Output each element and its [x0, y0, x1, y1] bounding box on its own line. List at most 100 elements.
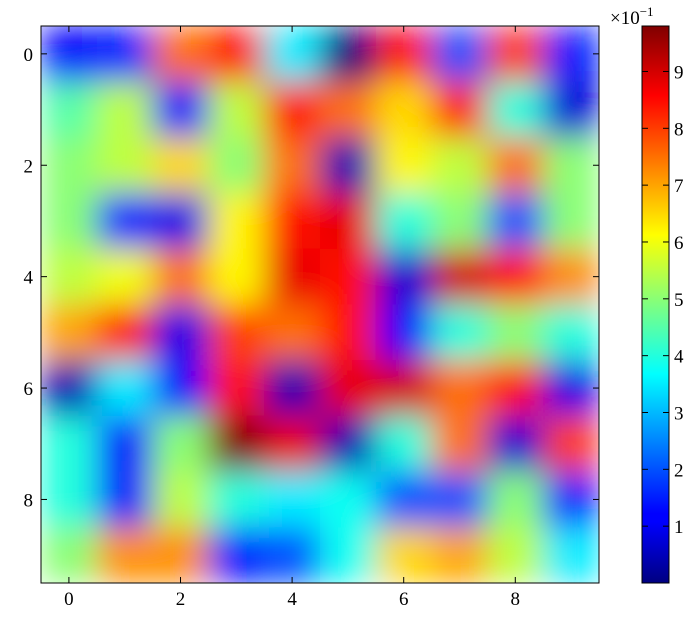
heatmap-cell — [487, 137, 544, 194]
heatmap-cell — [431, 415, 488, 473]
heatmap-cell — [264, 26, 321, 83]
heatmap-cell — [431, 360, 488, 417]
heatmap-cell — [208, 471, 265, 528]
heatmap-cell — [375, 360, 433, 417]
heatmap-cell — [320, 415, 377, 473]
heatmap-cell — [487, 304, 544, 361]
heatmap-cell — [320, 248, 377, 305]
heatmap-cell — [487, 26, 544, 83]
heatmap-cells — [41, 26, 599, 583]
heatmap-cell — [375, 81, 433, 138]
x-tick-label: 0 — [64, 589, 74, 610]
heatmap-cell — [320, 81, 377, 138]
colorbar-tick-label: 1 — [674, 517, 684, 538]
heatmap-cell — [487, 415, 544, 473]
heatmap-cell — [375, 415, 433, 473]
x-tick-label: 2 — [176, 589, 186, 610]
heatmap-cell — [487, 193, 544, 250]
heatmap-cell — [41, 527, 98, 583]
heatmap-cell — [208, 26, 265, 83]
heatmap-cell — [264, 248, 321, 305]
heatmap-cell — [41, 137, 98, 194]
heatmap-cell — [487, 81, 544, 138]
heatmap-cell — [431, 193, 488, 250]
colorbar-tick-label: 6 — [674, 233, 684, 254]
heatmap-cell — [41, 193, 98, 250]
colorbar-tick-label: 8 — [674, 119, 684, 140]
heatmap-cell — [208, 415, 265, 473]
heatmap-cell — [264, 527, 321, 583]
heatmap-cell — [431, 527, 488, 583]
heatmap-cell — [96, 415, 154, 473]
heatmap-cell — [208, 360, 265, 417]
heatmap-cell — [487, 527, 544, 583]
y-tick-label: 4 — [24, 268, 34, 289]
heatmap-cell — [431, 81, 488, 138]
heatmap-cell — [264, 471, 321, 528]
heatmap-cell — [41, 471, 98, 528]
heatmap-cell — [152, 304, 209, 361]
heatmap-cell — [375, 304, 433, 361]
heatmap-cell — [152, 360, 209, 417]
heatmap-cell — [543, 360, 599, 417]
heatmap-cell — [208, 304, 265, 361]
heatmap-cell — [375, 193, 433, 250]
heatmap-cell — [208, 193, 265, 250]
heatmap-cell — [320, 360, 377, 417]
heatmap-cell — [431, 304, 488, 361]
heatmap-cell — [41, 360, 98, 417]
heatmap-cell — [152, 26, 209, 83]
heatmap-cell — [96, 26, 154, 83]
heatmap-cell — [543, 81, 599, 138]
heatmap-cell — [96, 304, 154, 361]
heatmap-cell — [431, 137, 488, 194]
heatmap-cell — [208, 527, 265, 583]
heatmap-cell — [41, 81, 98, 138]
heatmap-cell — [543, 304, 599, 361]
heatmap-cell — [264, 360, 321, 417]
colorbar-tick-label: 9 — [674, 62, 684, 83]
heatmap-cell — [96, 137, 154, 194]
heatmap-cell — [152, 81, 209, 138]
y-tick-label: 0 — [24, 45, 34, 66]
heatmap-cell — [152, 415, 209, 473]
heatmap-cell — [543, 471, 599, 528]
colorbar-multiplier: ×10−1 — [610, 4, 654, 29]
colorbar-tick-label: 7 — [674, 176, 684, 197]
heatmap-cell — [431, 471, 488, 528]
heatmap-cell — [264, 81, 321, 138]
heatmap-cell — [96, 471, 154, 528]
heatmap-cell — [41, 26, 98, 83]
heatmap-cell — [152, 527, 209, 583]
heatmap-cell — [208, 248, 265, 305]
heatmap-cell — [264, 193, 321, 250]
heatmap-cell — [320, 304, 377, 361]
colorbar-tick-label: 5 — [674, 290, 684, 311]
heatmap-area — [41, 26, 599, 583]
heatmap-cell — [152, 137, 209, 194]
x-tick-label: 4 — [287, 589, 297, 610]
x-tick-label: 6 — [399, 589, 409, 610]
heatmap-cell — [543, 193, 599, 250]
heatmap-cell — [320, 527, 377, 583]
heatmap-cell — [41, 415, 98, 473]
y-tick-label: 8 — [24, 490, 34, 511]
axes-frame — [40, 25, 600, 584]
heatmap-cell — [152, 248, 209, 305]
heatmap-cell — [96, 248, 154, 305]
heatmap-cell — [543, 137, 599, 194]
heatmap-cell — [375, 471, 433, 528]
colorbar-tick-label: 2 — [674, 460, 684, 481]
heatmap-cell — [320, 193, 377, 250]
heatmap-cell — [375, 26, 433, 83]
heatmap-cell — [543, 26, 599, 83]
heatmap-cell — [431, 26, 488, 83]
heatmap-cell — [264, 137, 321, 194]
y-tick-label: 6 — [24, 379, 34, 400]
heatmap-cell — [543, 248, 599, 305]
heatmap-cell — [96, 527, 154, 583]
heatmap-cell — [208, 81, 265, 138]
heatmap-cell — [320, 137, 377, 194]
heatmap-cell — [152, 471, 209, 528]
